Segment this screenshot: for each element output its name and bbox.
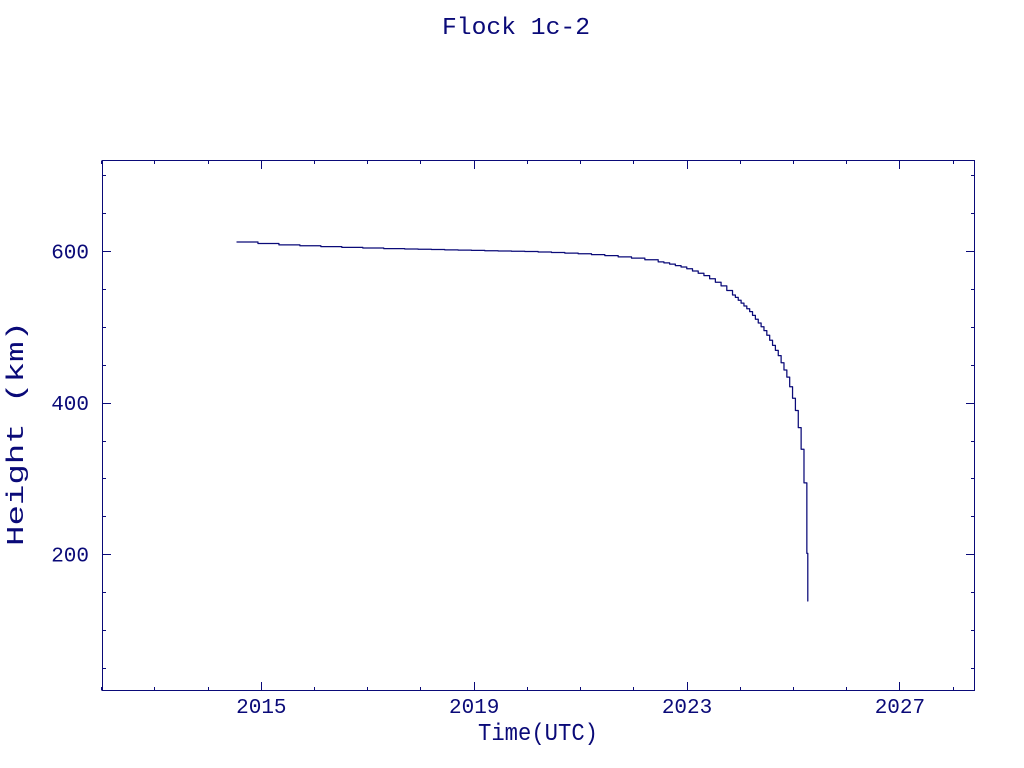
svg-text:200: 200 [51,546,89,569]
svg-text:600: 600 [51,243,89,266]
svg-text:400: 400 [51,394,89,417]
svg-text:Flock 1c-2: Flock 1c-2 [442,15,590,42]
svg-text:2015: 2015 [236,697,286,720]
svg-text:2023: 2023 [662,697,712,720]
svg-text:2027: 2027 [875,697,925,720]
svg-text:Time(UTC): Time(UTC) [478,721,598,748]
svg-text:2019: 2019 [449,697,499,720]
svg-text:Height (km): Height (km) [4,321,31,546]
